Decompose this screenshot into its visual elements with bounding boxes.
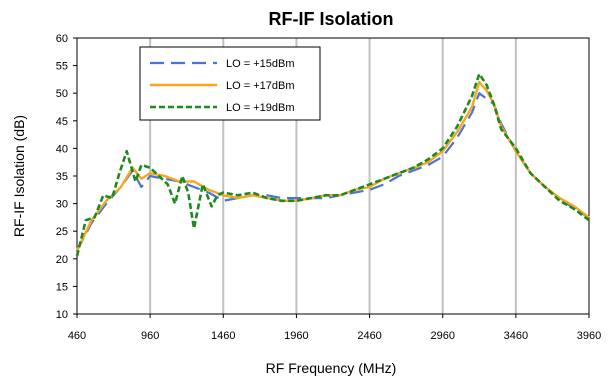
x-tick-label: 960 xyxy=(141,330,159,342)
y-tick-label: 40 xyxy=(56,143,68,155)
y-tick-label: 60 xyxy=(56,33,68,45)
legend: LO = +15dBm LO = +17dBm LO = +19dBm xyxy=(139,46,321,121)
y-tick-label: 30 xyxy=(56,199,68,211)
x-tick-label: 1460 xyxy=(211,330,235,342)
x-tick-label: 3960 xyxy=(577,330,601,342)
axis-ticks: 460 960 1460 1960 2460 2960 3460 3960 10 15 20 25 30… xyxy=(56,33,601,342)
x-tick-label: 2460 xyxy=(357,330,381,342)
series-lines xyxy=(75,72,590,257)
y-tick-label: 45 xyxy=(56,116,68,128)
legend-label-3: LO = +19dBm xyxy=(226,102,295,114)
y-tick-label: 55 xyxy=(56,61,68,73)
x-tick-label: 1960 xyxy=(284,330,308,342)
legend-label-1: LO = +15dBm xyxy=(226,58,295,70)
x-tick-label: 460 xyxy=(68,330,86,342)
y-tick-label: 10 xyxy=(56,309,68,321)
y-tick-label: 15 xyxy=(56,281,68,293)
x-axis-label: RF Frequency (MHz) xyxy=(266,360,397,376)
x-tick-label: 3460 xyxy=(504,330,528,342)
y-tick-label: 50 xyxy=(56,88,68,100)
x-tick-label: 2960 xyxy=(430,330,454,342)
y-tick-label: 35 xyxy=(56,171,68,183)
y-axis-label: RF-IF Isolation (dB) xyxy=(11,115,27,237)
y-tick-label: 25 xyxy=(56,226,68,238)
y-tick-label: 20 xyxy=(56,254,68,266)
series-line-3 xyxy=(75,72,590,257)
chart-title: RF-IF Isolation xyxy=(269,9,394,29)
legend-label-2: LO = +17dBm xyxy=(226,80,295,92)
